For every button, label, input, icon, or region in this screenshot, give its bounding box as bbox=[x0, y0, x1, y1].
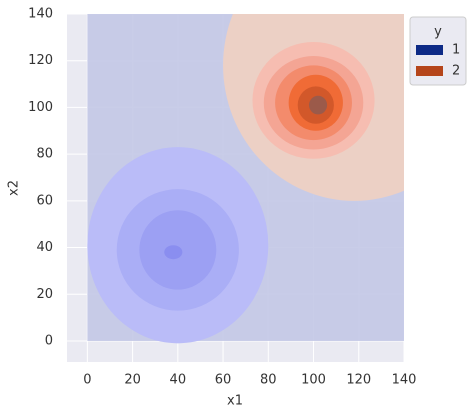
y-tick-label: 80 bbox=[36, 147, 53, 162]
y-tick-label: 140 bbox=[28, 7, 53, 22]
y-tick-label: 40 bbox=[36, 240, 53, 255]
legend-swatch bbox=[416, 45, 443, 55]
x-tick-label: 80 bbox=[260, 373, 277, 388]
legend: y 1 2 bbox=[409, 16, 467, 86]
legend-title: y bbox=[434, 25, 442, 40]
x-tick-label: 100 bbox=[301, 373, 326, 388]
y-tick-label: 20 bbox=[36, 287, 53, 302]
contour-level bbox=[309, 95, 328, 115]
y-tick-label: 60 bbox=[36, 193, 53, 208]
y-tick-label: 120 bbox=[28, 53, 53, 68]
legend-label: 2 bbox=[452, 64, 460, 79]
contours bbox=[87, 42, 375, 344]
x-tick-label: 0 bbox=[83, 373, 91, 388]
x-tick-label: 40 bbox=[170, 373, 187, 388]
y-tick-label: 100 bbox=[28, 100, 53, 115]
contour-level bbox=[164, 245, 183, 260]
axes: 0 20 40 60 80 100 120 140 0 20 40 60 80 100 120 140 bbox=[28, 7, 416, 388]
y-tick-label: 0 bbox=[45, 333, 53, 348]
x-tick-label: 120 bbox=[346, 373, 371, 388]
x-tick-label: 140 bbox=[392, 373, 417, 388]
x-tick-label: 20 bbox=[124, 373, 141, 388]
x-tick-label: 60 bbox=[215, 373, 232, 388]
legend-swatch bbox=[416, 66, 443, 76]
y-axis-label: x2 bbox=[7, 180, 22, 196]
x-axis-label: x1 bbox=[227, 394, 243, 409]
legend-label: 1 bbox=[452, 43, 460, 58]
